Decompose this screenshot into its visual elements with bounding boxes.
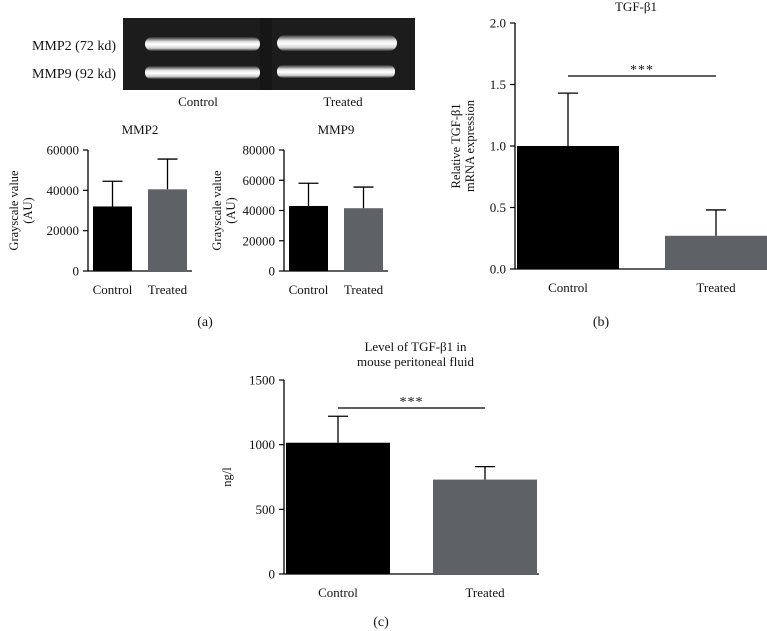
y-tick-label: 1500 xyxy=(249,373,275,388)
chart-title: Level of TGF-β1 in xyxy=(364,339,467,354)
bar-control xyxy=(289,205,328,271)
y-tick-label: 1000 xyxy=(249,437,275,452)
chart-title: TGF-β1 xyxy=(615,0,657,14)
y-tick-label: 20000 xyxy=(243,233,276,248)
gel-band-label-mmp2: MMP2 (72 kd) xyxy=(32,39,116,54)
chart-title: mouse peritoneal fluid xyxy=(357,354,474,369)
bar-control xyxy=(517,146,619,269)
y-tick-label: 500 xyxy=(256,502,276,517)
panel-label-b: (b) xyxy=(593,315,610,330)
y-axis-label: (AU) xyxy=(224,197,238,223)
gel-band-mmp9-treated xyxy=(277,65,395,78)
y-tick-label: 40000 xyxy=(243,203,276,218)
gel-lane-divider xyxy=(260,18,272,90)
chart-title: MMP9 xyxy=(318,122,355,137)
x-tick-label: Treated xyxy=(696,280,736,295)
y-axis-label: Grayscale value xyxy=(210,170,224,251)
y-axis-label: (AU) xyxy=(21,197,35,223)
gel-band-mmp2-control xyxy=(145,37,260,51)
significance-marker: *** xyxy=(630,63,654,78)
x-tick-label: Control xyxy=(289,282,329,297)
bar-control xyxy=(93,206,132,271)
bar-treated xyxy=(665,235,767,269)
significance-marker: *** xyxy=(400,395,424,410)
bar-treated xyxy=(148,189,187,271)
gel-band-label-mmp9: MMP9 (92 kd) xyxy=(32,67,116,82)
y-tick-label: 1.5 xyxy=(490,77,506,92)
x-tick-label: Treated xyxy=(465,585,505,600)
x-tick-label: Control xyxy=(93,282,133,297)
chart-tgf-mrna: 0.0 0.5 1.0 1.5 2.0 Control Treated TGF-β1 Relat… xyxy=(449,0,767,295)
x-tick-label: Control xyxy=(548,280,588,295)
panel-label-c: (c) xyxy=(373,615,389,630)
gel-band-mmp9-control xyxy=(145,66,260,79)
y-tick-label: 0.5 xyxy=(490,200,506,215)
chart-mmp2: 0 20000 40000 60000 Control Treated MMP2 Graysc… xyxy=(7,122,192,297)
panel-label-a: (a) xyxy=(197,315,213,330)
y-tick-label: 0.0 xyxy=(490,262,506,277)
y-tick-label: 0 xyxy=(269,567,276,582)
bar-treated xyxy=(433,479,537,574)
bar-control xyxy=(286,442,390,574)
gel-lane-label-treated: Treated xyxy=(323,94,363,109)
chart-title: MMP2 xyxy=(122,122,159,137)
gel-band-mmp2-treated xyxy=(277,35,397,51)
y-tick-label: 1.0 xyxy=(490,139,506,154)
bar-treated xyxy=(344,208,383,271)
y-tick-label: 0 xyxy=(269,264,276,279)
x-tick-label: Control xyxy=(318,585,358,600)
y-axis-label: Grayscale value xyxy=(7,170,21,251)
chart-tgf-fluid: 0 500 1000 1500 Control Treated Level of TGF-β… xyxy=(220,339,539,600)
gel-lane-label-control: Control xyxy=(178,94,218,109)
y-tick-label: 0 xyxy=(73,264,80,279)
y-tick-label: 2.0 xyxy=(490,16,506,31)
y-tick-label: 80000 xyxy=(243,143,276,158)
y-tick-label: 60000 xyxy=(47,143,80,158)
y-axis-label: mRNA expression xyxy=(463,99,477,192)
x-tick-label: Treated xyxy=(148,282,188,297)
gel-blot: MMP2 (72 kd) MMP9 (92 kd) Control Treate… xyxy=(32,18,415,109)
y-tick-label: 60000 xyxy=(243,173,276,188)
x-tick-label: Treated xyxy=(344,282,384,297)
y-tick-label: 20000 xyxy=(47,223,80,238)
chart-mmp9: 0 20000 40000 60000 80000 Control Treated MMP9 G… xyxy=(210,122,388,297)
y-axis-label: Relative TGF-β1 xyxy=(449,104,463,189)
y-tick-label: 40000 xyxy=(47,183,80,198)
y-axis-label: ng/l xyxy=(220,467,234,487)
